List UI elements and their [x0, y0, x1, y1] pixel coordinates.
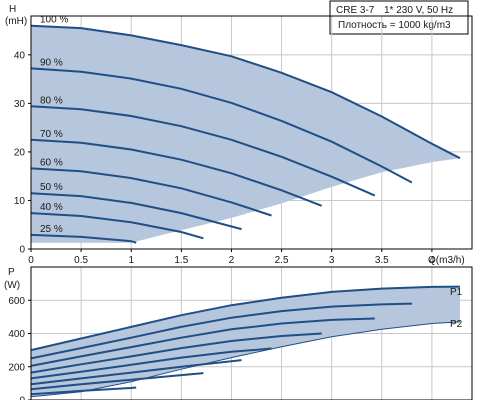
power-ylabel-symbol: P — [8, 267, 15, 278]
head-curve-6 — [30, 212, 204, 240]
head-ylabel-symbol: H — [9, 4, 16, 15]
head-xtick-label-0: 0 — [28, 255, 34, 266]
head-ytick-label-3: 30 — [14, 99, 26, 110]
p1-label: P1 — [450, 287, 463, 298]
power-plot: 0 200 400 600 P (W) P1 P2 — [4, 266, 473, 400]
head-ytick-label-1: 10 — [14, 196, 26, 207]
head-plot-frame — [30, 15, 473, 250]
density-text: Плотность = 1000 kg/m3 — [338, 20, 451, 31]
head-curve-0 — [30, 24, 461, 160]
head-curve-2 — [30, 105, 376, 197]
power-curve-8 — [30, 321, 461, 398]
head-curve-label-4: 60 % — [40, 157, 63, 168]
power-curves — [30, 285, 461, 398]
power-ytick-label-1: 200 — [8, 362, 25, 373]
head-curves: 100 % 90 % 80 % 70 % 60 % 50 % 40 % 25 % — [30, 15, 461, 244]
power-ytick-label-0: 0 — [19, 396, 25, 400]
head-x-ticks: 0 0.5 1 1.5 2 2.5 3 3.5 4 — [28, 249, 435, 266]
power-ytick-label-2: 400 — [8, 329, 25, 340]
head-curve-label-1: 90 % — [40, 57, 63, 68]
power-curve-3 — [30, 332, 322, 374]
head-xtick-label-3: 1.5 — [174, 255, 188, 266]
supply-text: 1* 230 V, 50 Hz — [384, 5, 453, 16]
head-curve-label-6: 40 % — [40, 202, 63, 213]
power-ylabel-unit: (W) — [4, 280, 20, 291]
head-y-ticks: 0 10 20 30 40 — [14, 50, 31, 256]
power-curve-0 — [30, 285, 461, 352]
head-ytick-label-2: 20 — [14, 147, 26, 158]
head-xtick-label-2: 1 — [128, 255, 134, 266]
power-curve-4 — [30, 347, 272, 380]
head-xtick-label-5: 2.5 — [275, 255, 289, 266]
head-curve-label-0: 100 % — [40, 15, 68, 26]
power-curve-1 — [30, 302, 412, 360]
head-xtick-label-1: 0.5 — [74, 255, 88, 266]
head-ytick-label-4: 40 — [14, 50, 26, 61]
head-curve-label-3: 70 % — [40, 129, 63, 140]
head-curve-7 — [30, 233, 137, 244]
head-xtick-label-4: 2 — [229, 255, 235, 266]
head-ylabel-unit: (mH) — [5, 16, 27, 27]
head-curve-4 — [30, 167, 272, 217]
p2-label: P2 — [450, 319, 463, 330]
head-ytick-label-0: 0 — [19, 245, 25, 256]
head-curve-label-7: 25 % — [40, 224, 63, 235]
head-curve-label-2: 80 % — [40, 95, 63, 106]
head-envelope — [31, 25, 460, 243]
model-text: CRE 3-7 — [336, 5, 375, 16]
power-ytick-label-3: 600 — [8, 296, 25, 307]
power-envelope — [31, 286, 460, 397]
head-plot: 100 %90 %80 %70 %60 %50 %40 %25 % 010203… — [5, 4, 473, 266]
power-curve-6 — [30, 372, 204, 391]
head-curve-label-5: 50 % — [40, 182, 63, 193]
header-box: CRE 3-7 1* 230 V, 50 Hz Плотность = 1000… — [329, 0, 469, 35]
head-xtick-label-8: 4 — [429, 255, 435, 266]
head-curve-1 — [30, 67, 413, 184]
head-curve-5 — [30, 192, 242, 231]
head-xtick-label-7: 3.5 — [375, 255, 389, 266]
head-xtick-label-6: 3 — [329, 255, 335, 266]
power-curve-2 — [30, 317, 375, 367]
head-xlabel: Q(m3/h) — [428, 255, 465, 266]
power-y-ticks: 0 200 400 600 — [8, 296, 31, 400]
head-curve-3 — [30, 138, 323, 207]
power-curve-7 — [30, 386, 137, 396]
